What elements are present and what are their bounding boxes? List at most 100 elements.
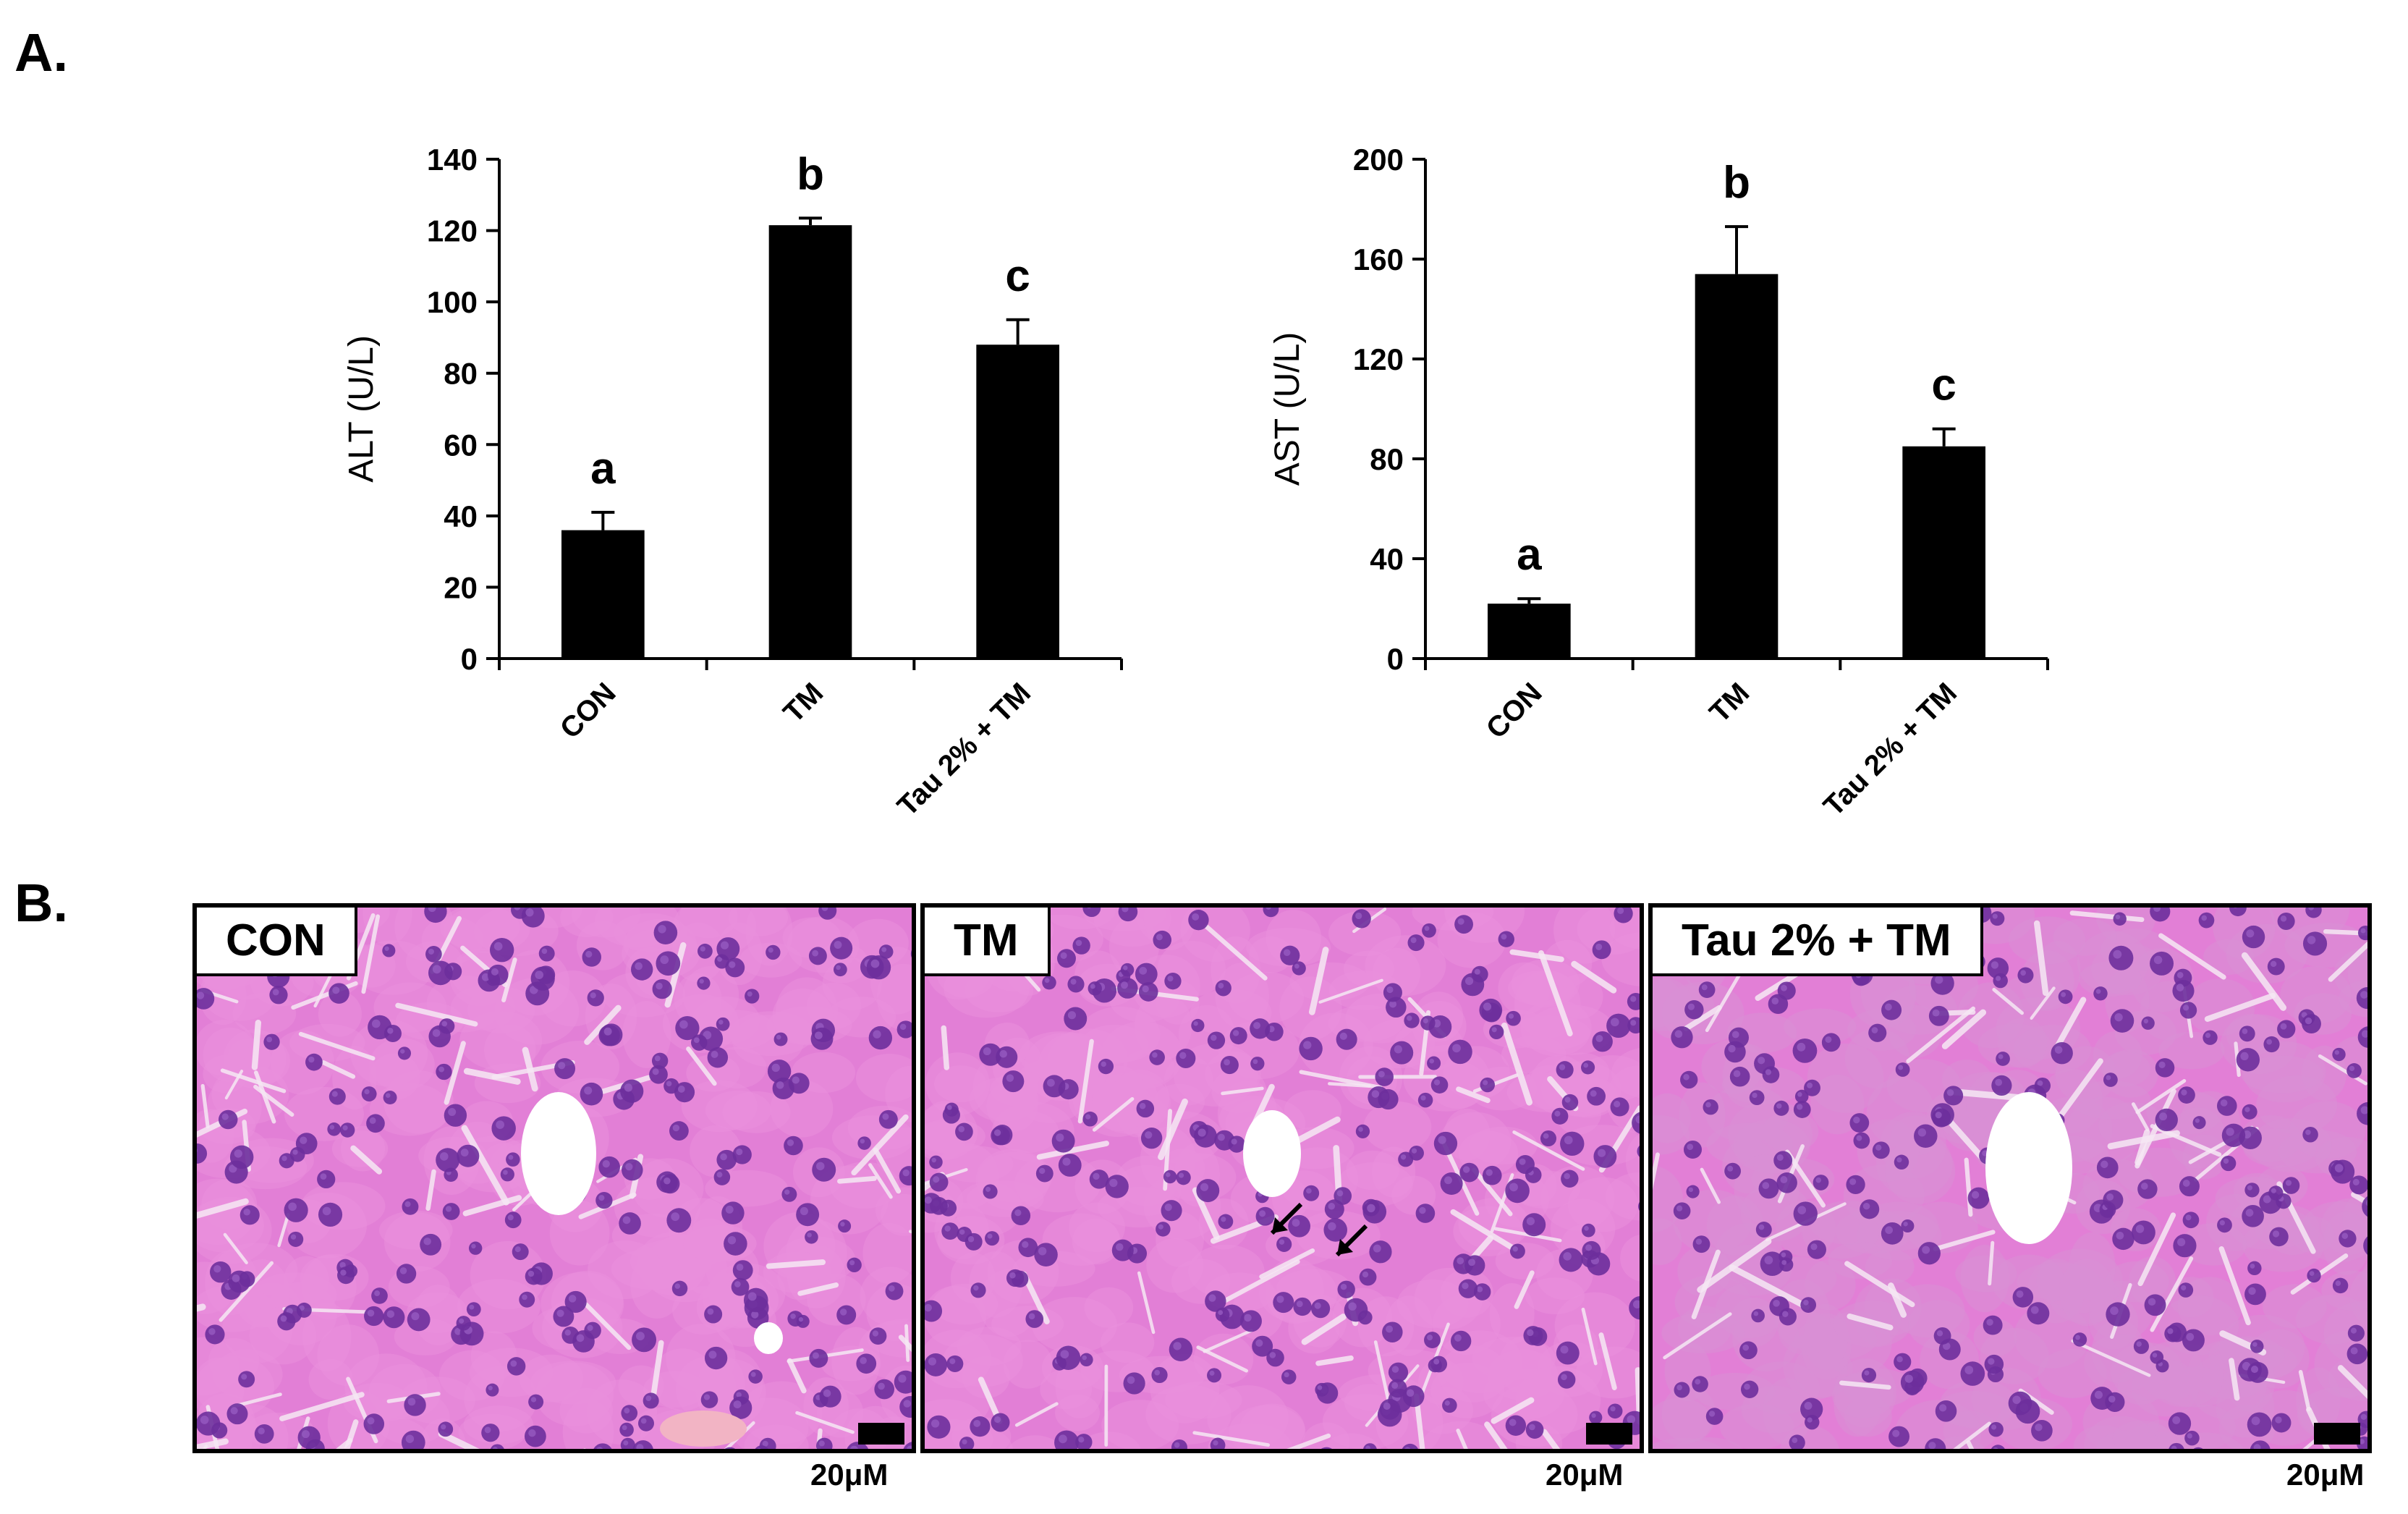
cell-nucleus [1557, 1371, 1576, 1389]
cell-nucleus [2112, 1227, 2134, 1251]
cell-cytoplasm [1040, 1369, 1093, 1410]
cell-nucleus [2363, 1236, 2367, 1255]
nucleolus [1255, 1339, 1263, 1347]
bar [561, 530, 645, 659]
nucleolus [2113, 950, 2122, 959]
nucleolus [2182, 1005, 2189, 1011]
cell-nucleus [656, 951, 681, 976]
nucleolus [1462, 1166, 1470, 1173]
nucleolus [2285, 1180, 2292, 1186]
cell-nucleus [1773, 1100, 1789, 1116]
cell-nucleus [424, 908, 447, 923]
sinusoid [1450, 1209, 1518, 1253]
central-vein-lumen [521, 1092, 596, 1215]
cell-nucleus [1098, 1058, 1114, 1075]
nucleolus [645, 1395, 652, 1401]
nucleolus [1070, 978, 1077, 985]
nucleolus [1156, 934, 1163, 941]
cell-nucleus [1540, 1130, 1557, 1147]
cell-nucleus [238, 1371, 255, 1388]
cell-nucleus [991, 1125, 1010, 1146]
nucleolus [2172, 1416, 2181, 1424]
cell-nucleus [674, 1082, 695, 1103]
nucleolus [2186, 1332, 2195, 1341]
cell-nucleus [1072, 936, 1090, 955]
nucleolus [733, 1400, 742, 1409]
cell-nucleus [1758, 1178, 1779, 1199]
cell-nucleus [2368, 1055, 2372, 1080]
cell-nucleus [1002, 1070, 1025, 1093]
sinusoid [1484, 1421, 1508, 1449]
cell-nucleus [491, 1116, 516, 1141]
sinusoid [220, 1068, 287, 1094]
nucleolus [1314, 1302, 1321, 1309]
nucleolus [308, 1056, 315, 1063]
nucleolus [1283, 949, 1291, 956]
cell-nucleus [2269, 1227, 2289, 1247]
cell-nucleus [810, 1027, 834, 1050]
cell-nucleus [506, 1152, 520, 1167]
nucleolus [2171, 1445, 2177, 1449]
cell-nucleus [1420, 1015, 1436, 1031]
histology-image-tau [1653, 908, 2372, 1449]
cell-nucleus [1043, 1075, 1066, 1098]
nucleolus [2176, 984, 2184, 991]
nucleolus [677, 1085, 685, 1093]
cell-nucleus [620, 1079, 644, 1103]
cell-nucleus [2144, 1294, 2166, 1316]
cell-nucleus [1967, 1187, 1990, 1209]
cell-cytoplasm [271, 1030, 334, 1095]
nucleolus [1139, 966, 1148, 975]
nucleolus [1340, 1283, 1347, 1290]
nucleolus [1764, 1256, 1773, 1265]
cell-cytoplasm [549, 1200, 610, 1266]
sinusoid [438, 1431, 480, 1449]
nucleolus [2136, 1341, 2142, 1347]
y-tick-label: 80 [444, 357, 478, 391]
cell-nucleus [1983, 1315, 2003, 1335]
cell-nucleus [2168, 1412, 2192, 1435]
nucleolus [1635, 1115, 1640, 1124]
nucleolus [1610, 1018, 1619, 1027]
cell-nucleus [444, 1104, 467, 1127]
cell-nucleus [361, 1086, 377, 1101]
nucleolus [2158, 1061, 2166, 1069]
nucleolus [1197, 1128, 1206, 1137]
cell-nucleus [1064, 1007, 1088, 1031]
cell-nucleus [1724, 1162, 1742, 1180]
cell-nucleus [1417, 1092, 1433, 1108]
nucleolus [1688, 1187, 1694, 1193]
nucleolus [1935, 1112, 1942, 1119]
cell-nucleus [619, 1422, 634, 1437]
nucleolus [558, 1062, 566, 1070]
cell-nucleus [1471, 965, 1488, 983]
sinusoid [2241, 952, 2286, 1011]
nucleolus [1328, 1222, 1336, 1231]
cell-nucleus [1388, 1362, 1409, 1382]
cell-nucleus [1427, 1056, 1441, 1070]
nucleolus [266, 1036, 273, 1043]
cell-nucleus [1464, 1255, 1485, 1276]
cell-nucleus [745, 989, 760, 1004]
sinusoid [2150, 1256, 2194, 1332]
nucleolus [302, 1430, 310, 1439]
nucleolus [1164, 1204, 1172, 1211]
cell-nucleus [197, 1411, 221, 1436]
nucleolus [962, 1439, 967, 1445]
nucleolus [1815, 1177, 1822, 1183]
cell-nucleus [1943, 1086, 1964, 1106]
nucleolus [1585, 1244, 1593, 1251]
nucleolus [1348, 1302, 1357, 1311]
sinusoid [1456, 1086, 1491, 1104]
nucleolus [1433, 1079, 1441, 1086]
cell-nucleus [1581, 1060, 1595, 1075]
cell-nucleus [1362, 1200, 1387, 1224]
nucleolus [2220, 1099, 2228, 1107]
nucleolus [1744, 1383, 1750, 1390]
cell-nucleus [279, 1153, 294, 1169]
nucleolus [1509, 1183, 1518, 1192]
cell-cytoplasm [2280, 966, 2352, 1025]
cell-nucleus [1561, 1170, 1579, 1188]
nucleolus [1046, 1078, 1055, 1087]
nucleolus [1519, 1158, 1526, 1165]
